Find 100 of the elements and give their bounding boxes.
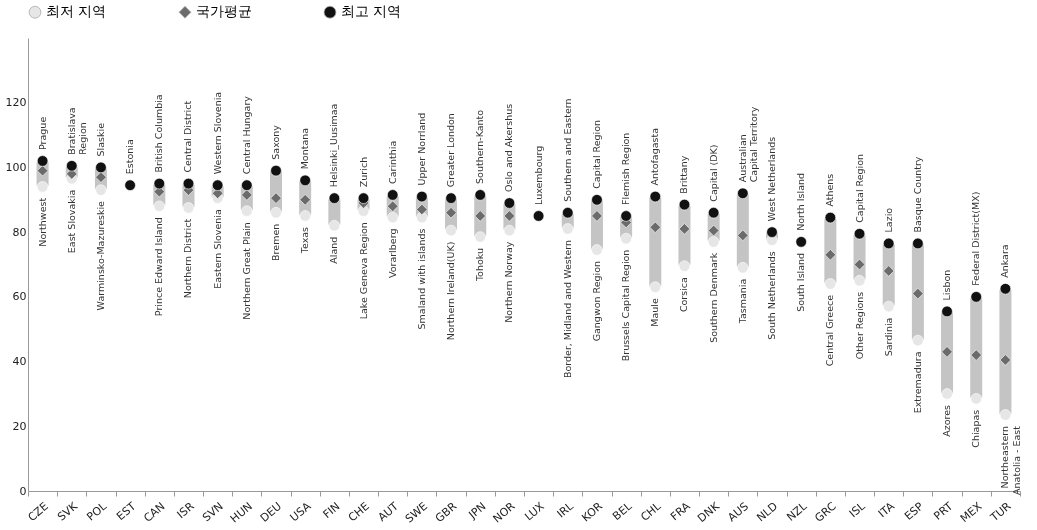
y-tick-label: 100 bbox=[5, 160, 27, 174]
point bbox=[416, 190, 428, 203]
point bbox=[503, 210, 516, 222]
annotation: Prague bbox=[36, 116, 48, 150]
annotation: Ankara bbox=[999, 244, 1011, 278]
annotation: Antofagasta bbox=[649, 127, 661, 186]
point bbox=[241, 179, 253, 191]
point bbox=[270, 207, 282, 219]
x-tick-label: FIN bbox=[320, 499, 343, 522]
annotation: South Netherlands bbox=[766, 251, 777, 340]
point bbox=[999, 409, 1012, 421]
point bbox=[824, 278, 837, 290]
point bbox=[591, 210, 603, 222]
annotation: Montana bbox=[299, 127, 311, 170]
x-tick-label: NLD bbox=[754, 499, 781, 525]
annotation: Tasmania bbox=[736, 278, 748, 325]
point bbox=[474, 189, 486, 201]
x-tick-label: ISL bbox=[846, 499, 869, 521]
point bbox=[970, 291, 982, 303]
point bbox=[387, 189, 399, 201]
annotation: Smaland with islands bbox=[415, 228, 427, 330]
point bbox=[941, 305, 953, 318]
x-tick-label: ESP bbox=[901, 499, 927, 523]
point bbox=[620, 232, 632, 245]
annotation: Estonia bbox=[124, 139, 136, 175]
annotation: Luxembourg bbox=[532, 145, 544, 205]
annotation: Corsica bbox=[678, 277, 690, 313]
point bbox=[912, 334, 924, 347]
point bbox=[299, 210, 311, 222]
point bbox=[241, 205, 253, 217]
annotation: Tohoku bbox=[474, 248, 486, 283]
point bbox=[941, 346, 953, 358]
x-tick-label: TUR bbox=[987, 499, 1014, 525]
annotation: Aland bbox=[328, 236, 340, 264]
y-tick-label: 0 bbox=[19, 484, 27, 498]
y-tick-label: 60 bbox=[12, 290, 27, 304]
annotation: Saxony bbox=[270, 124, 281, 160]
point bbox=[416, 203, 428, 216]
point bbox=[737, 187, 749, 199]
annotation: Lake Geneva Region bbox=[357, 222, 369, 320]
point bbox=[678, 223, 691, 235]
annotation: Northern Ireland(UK) bbox=[445, 241, 457, 341]
annotation: Capital (DK) bbox=[707, 144, 719, 202]
x-tick-label: ITA bbox=[875, 499, 898, 521]
point bbox=[270, 192, 282, 204]
point bbox=[883, 300, 895, 313]
point bbox=[795, 236, 807, 248]
x-tick-label: POL bbox=[84, 499, 110, 524]
annotation: British Columbia bbox=[153, 94, 165, 173]
annotation: Brussels Capital Region bbox=[620, 249, 632, 362]
y-tick-label: 40 bbox=[12, 355, 27, 369]
annotation: Chiapas bbox=[970, 409, 982, 448]
annotation: Bremen bbox=[270, 223, 281, 261]
x-tick-label: USA bbox=[287, 499, 314, 525]
point bbox=[357, 192, 370, 204]
annotation: Lazio bbox=[882, 207, 894, 233]
y-tick-label: 120 bbox=[5, 96, 27, 110]
annotation: Maule bbox=[649, 298, 661, 327]
annotation: Zurich bbox=[357, 156, 369, 188]
x-tick-label: BEL bbox=[610, 499, 635, 523]
point bbox=[678, 260, 691, 272]
annotation: Azores bbox=[941, 404, 953, 437]
annotation: Southern Denmark bbox=[707, 252, 719, 343]
annotation: Other Regions bbox=[853, 291, 865, 360]
point bbox=[649, 281, 661, 293]
annotation: Northwest bbox=[36, 197, 48, 247]
point bbox=[737, 262, 749, 274]
point bbox=[883, 265, 895, 277]
annotation: East Slovakia bbox=[65, 189, 77, 254]
point bbox=[95, 184, 107, 196]
point bbox=[153, 200, 165, 212]
point bbox=[591, 194, 603, 206]
point bbox=[912, 237, 924, 250]
y-tick-label: 80 bbox=[12, 225, 27, 239]
x-tick-label: NZL bbox=[784, 499, 811, 524]
point bbox=[328, 192, 341, 204]
annotation: Prince Edward Island bbox=[153, 217, 165, 317]
point bbox=[707, 207, 720, 219]
annotation: Australian Capital Territory bbox=[736, 106, 760, 183]
point bbox=[707, 236, 720, 248]
point bbox=[153, 177, 165, 190]
point bbox=[562, 223, 574, 235]
annotation: Texas bbox=[299, 226, 311, 255]
annotation: Sardinia bbox=[882, 317, 894, 357]
annotation: Gangwon Region bbox=[590, 260, 602, 342]
x-tick-label: GBR bbox=[432, 499, 460, 525]
annotation: Border, Midland and Western bbox=[561, 239, 573, 379]
point bbox=[853, 228, 866, 240]
point bbox=[503, 224, 516, 237]
point bbox=[649, 190, 661, 203]
annotation: Athens bbox=[824, 173, 836, 207]
point bbox=[328, 220, 341, 232]
x-tick-label: FRA bbox=[668, 499, 694, 524]
point bbox=[737, 229, 749, 242]
point bbox=[970, 349, 982, 361]
point bbox=[445, 207, 457, 219]
annotation: Bratislava Region bbox=[65, 107, 89, 155]
point bbox=[182, 202, 195, 214]
annotation: Greater London bbox=[445, 113, 457, 188]
annotation: Helsinki_Uusimaa bbox=[328, 103, 340, 188]
